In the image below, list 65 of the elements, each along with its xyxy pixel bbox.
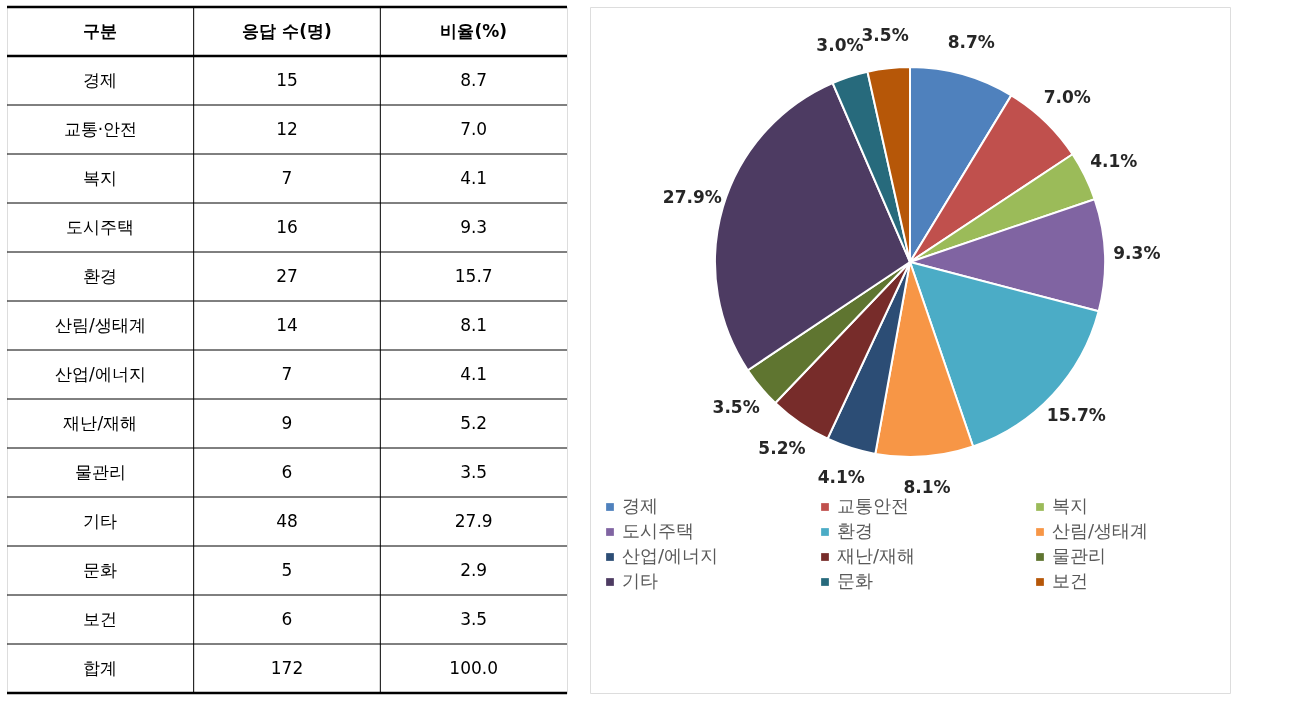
category-label: 문화 [83, 559, 118, 580]
data-label: 8.7 [460, 69, 488, 90]
data-label: 27.9 [454, 510, 493, 531]
legend-label: 산업/에너지 [622, 545, 719, 566]
data-label: 9 [281, 412, 293, 433]
data-label: 27.9% [662, 186, 722, 207]
legend-label: 재난/재해 [837, 545, 916, 566]
data-label: 9.3 [460, 216, 488, 237]
legend-label: 보건 [1052, 570, 1088, 591]
data-label: 4.1 [460, 167, 488, 188]
data-label: 5 [281, 559, 293, 580]
category-label: 산업/에너지 [54, 363, 146, 384]
data-label: 4.1% [1090, 150, 1138, 171]
category-label: 산림/생태계 [54, 314, 146, 335]
legend-label: 산림/생태계 [1052, 520, 1149, 541]
data-label: 7.0% [1043, 87, 1091, 108]
data-label: 3.5% [712, 396, 760, 417]
data-label: 172 [270, 657, 304, 678]
data-label: 27 [276, 265, 298, 286]
text: 구분 [83, 20, 118, 41]
legend-label: 문화 [837, 570, 873, 591]
category-label: 보건 [83, 608, 118, 629]
category-label: 재난/재해 [63, 412, 138, 433]
data-label: 6 [281, 608, 293, 629]
legend-label: 물관리 [1052, 545, 1106, 566]
data-label: 15.7 [454, 265, 493, 286]
data-label: 9.3% [1113, 242, 1161, 263]
category-label: 환경 [83, 265, 118, 286]
data-label: 7.0 [460, 118, 488, 139]
category-label: 도시주택 [66, 216, 135, 237]
data-label: 8.1% [903, 477, 951, 498]
text: 비율(%) [440, 20, 507, 41]
data-label: 2.9 [460, 559, 488, 580]
data-label: 7 [281, 167, 293, 188]
category-label: 교통·안전 [63, 118, 138, 139]
data-label: 5.2 [460, 412, 488, 433]
category-label: 물관리 [74, 461, 126, 482]
legend-label: 경제 [622, 495, 658, 516]
data-label: 3.5 [460, 461, 488, 482]
category-label: 복지 [83, 167, 118, 188]
category-label: 기타 [83, 510, 118, 531]
category-label: 합계 [83, 657, 118, 678]
data-label: 12 [276, 118, 298, 139]
data-label: 4.1% [817, 467, 865, 488]
data-label: 7 [281, 363, 293, 384]
data-label: 100.0 [449, 657, 498, 678]
legend-label: 복지 [1052, 495, 1088, 516]
data-label: 8.1 [460, 314, 488, 335]
data-label: 8.7% [947, 32, 995, 53]
data-label: 16 [276, 216, 298, 237]
category-label: 경제 [83, 69, 118, 90]
data-label: 6 [281, 461, 293, 482]
data-label: 48 [276, 510, 298, 531]
data-label: 3.5 [460, 608, 488, 629]
data-label: 15.7% [1046, 405, 1106, 426]
legend-label: 환경 [837, 520, 873, 541]
legend-label: 기타 [622, 570, 658, 591]
data-label: 3.0% [816, 35, 864, 56]
data-label: 4.1 [460, 363, 488, 384]
data-label: 15 [276, 69, 298, 90]
text: 응답 수(명) [242, 20, 332, 41]
legend-label: 도시주택 [622, 520, 694, 541]
data-label: 5.2% [758, 438, 806, 459]
data-label: 14 [276, 314, 298, 335]
legend-label: 교통안전 [837, 495, 909, 516]
